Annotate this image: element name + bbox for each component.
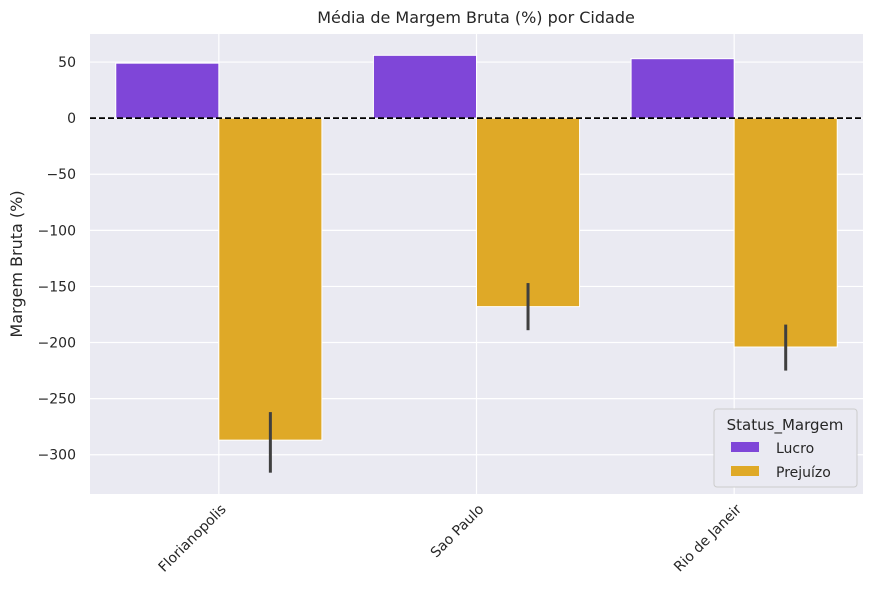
bar-lucro-1 bbox=[372, 54, 477, 119]
legend-label-prejuizo: Prejuízo bbox=[776, 465, 831, 481]
bar-prejuzo-2 bbox=[733, 117, 838, 348]
bars bbox=[115, 54, 838, 441]
y-tick-label: −50 bbox=[46, 167, 76, 183]
x-tick-label: Sao Paulo bbox=[428, 502, 488, 562]
y-tick-label: −200 bbox=[38, 336, 76, 352]
error-bars bbox=[268, 283, 788, 473]
y-tick-label: −250 bbox=[38, 392, 76, 408]
legend-title: Status_Margem bbox=[727, 416, 844, 435]
legend-swatch-prejuizo bbox=[731, 466, 759, 476]
x-tick-label: Florianopolis bbox=[156, 502, 230, 576]
bar-prejuzo-1 bbox=[476, 117, 581, 308]
bar-lucro-2 bbox=[630, 58, 735, 119]
y-tick-labels: 50 0 −50 −100 −150 −200 −250 −300 bbox=[38, 55, 76, 464]
chart-title: Média de Margem Bruta (%) por Cidade bbox=[317, 8, 635, 27]
legend-label-lucro: Lucro bbox=[776, 441, 814, 457]
y-tick-label: 50 bbox=[58, 55, 76, 71]
bar-lucro-0 bbox=[115, 62, 220, 119]
y-tick-label: −300 bbox=[38, 448, 76, 464]
legend: Status_Margem Lucro Prejuízo bbox=[713, 408, 858, 488]
x-tick-label: Rio de Janeir bbox=[671, 501, 745, 575]
y-tick-label: −150 bbox=[38, 279, 76, 295]
y-axis-label: Margem Bruta (%) bbox=[7, 190, 26, 337]
bar-prejuzo-0 bbox=[218, 117, 323, 441]
x-tick-labels: Florianopolis Sao Paulo Rio de Janeir bbox=[156, 501, 746, 575]
y-tick-label: −100 bbox=[38, 223, 76, 239]
y-tick-label: 0 bbox=[67, 111, 76, 127]
legend-swatch-lucro bbox=[731, 442, 759, 452]
